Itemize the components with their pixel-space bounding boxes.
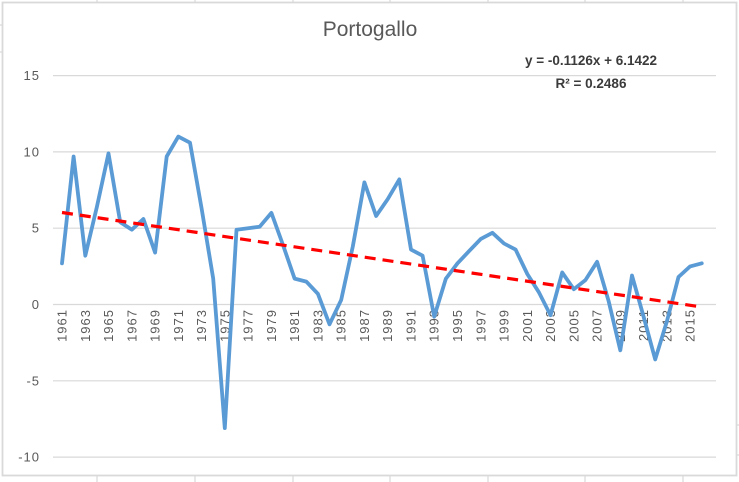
x-axis-label: 2001 xyxy=(520,309,535,342)
y-axis-label: 10 xyxy=(24,144,40,159)
y-axis-label: 0 xyxy=(32,297,40,312)
x-axis-label: 1969 xyxy=(148,309,163,342)
y-axis-label: -5 xyxy=(26,373,40,388)
x-axis-label: 1991 xyxy=(404,309,419,342)
x-axis-label: 2007 xyxy=(590,309,605,342)
data-series-line xyxy=(60,134,704,431)
trendline-equation: y = -0.1126x + 6.1422 xyxy=(524,53,658,68)
chart-title: Portogallo xyxy=(322,18,418,41)
x-axis-label: 1981 xyxy=(287,309,302,342)
x-axis-label: 2005 xyxy=(566,309,581,342)
y-axis-label: -10 xyxy=(18,450,40,465)
y-axis-label: 5 xyxy=(32,221,40,236)
x-axis-label: 1973 xyxy=(194,309,209,342)
x-axis-label: 1965 xyxy=(101,309,116,342)
x-axis-label: 2015 xyxy=(683,309,698,342)
x-axis-label: 1987 xyxy=(357,309,372,342)
x-axis-label: 1977 xyxy=(241,309,256,342)
x-axis-label: 1999 xyxy=(497,309,512,342)
x-axis-label: 1961 xyxy=(55,309,70,342)
x-axis-label: 1967 xyxy=(124,309,139,342)
x-axis-label: 1983 xyxy=(310,309,325,342)
x-axis-label: 1989 xyxy=(380,309,395,342)
x-axis-label: 2003 xyxy=(543,309,558,342)
x-axis-label: 1979 xyxy=(264,309,279,342)
x-axis-label: 1997 xyxy=(473,309,488,342)
x-axis-label: 1995 xyxy=(450,309,465,342)
trendline-label: y = -0.1126x + 6.1422 R² = 0.2486 xyxy=(461,49,721,95)
y-axis-label: 15 xyxy=(24,68,40,83)
x-axis-label: 1993 xyxy=(427,309,442,342)
x-axis-label: 1971 xyxy=(171,309,186,342)
x-axis-label: 1963 xyxy=(78,309,93,342)
x-axis-label: 1985 xyxy=(334,309,349,342)
trendline-r-squared: R² = 0.2486 xyxy=(555,76,627,91)
